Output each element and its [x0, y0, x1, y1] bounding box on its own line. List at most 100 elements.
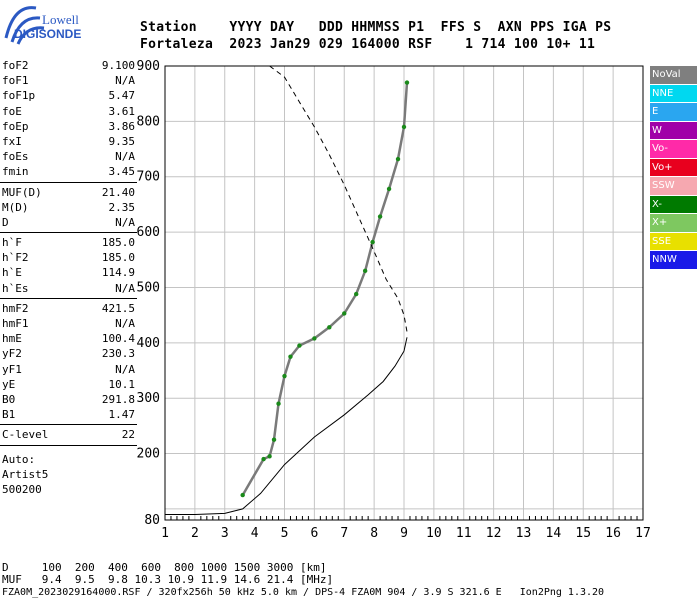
- y-tick-label: 400: [137, 336, 160, 351]
- legend-item: X+: [650, 214, 697, 232]
- param-name: fxI: [2, 134, 22, 148]
- auto-program: Artist5: [2, 467, 49, 481]
- param-row: fxI 9.35: [0, 134, 137, 149]
- param-name: B1: [2, 408, 16, 422]
- param-value: N/A: [115, 74, 135, 88]
- x-tick-label: 8: [370, 526, 378, 541]
- param-value: 3.45: [108, 165, 136, 179]
- legend-item: SSE: [650, 232, 697, 250]
- param-name: MUF(D): [2, 185, 42, 199]
- param-row: h`F2 185.0: [0, 250, 137, 265]
- param-row: h`Es N/A: [0, 281, 137, 296]
- echo-point: [401, 124, 407, 130]
- param-value: 10.1: [108, 377, 136, 391]
- x-tick-label: 10: [426, 526, 442, 541]
- x-tick-label: 5: [281, 526, 289, 541]
- param-row: fmin 3.45: [0, 164, 137, 179]
- header-labels: Station YYYY DAY DDD HHMMSS P1 FFS S AXN…: [140, 20, 612, 35]
- param-value: N/A: [115, 362, 135, 376]
- legend-item: X-: [650, 195, 697, 213]
- param-name: M(D): [2, 200, 29, 214]
- param-name: foF2: [2, 59, 29, 72]
- echo-point: [282, 373, 287, 379]
- param-row: yF1 N/A: [0, 362, 137, 377]
- divider: [0, 232, 137, 234]
- legend-item: NNE: [650, 84, 697, 102]
- param-group-confidence: C-level 22: [0, 427, 137, 442]
- x-tick-label: 13: [516, 526, 532, 541]
- param-name: h`F: [2, 236, 22, 250]
- echo-point: [240, 492, 245, 498]
- autoscaling-info: Auto: Artist5 500200: [0, 452, 137, 497]
- param-name: yE: [2, 377, 16, 391]
- param-row: hmF1 N/A: [0, 316, 137, 331]
- legend-item: SSW: [650, 177, 697, 195]
- footer-file-info: FZA0M_2023029164000.RSF / 320fx256h 50 k…: [2, 587, 605, 598]
- echo-point: [261, 456, 266, 462]
- param-value: 230.3: [101, 347, 135, 361]
- x-tick-label: 7: [340, 526, 348, 541]
- param-row: h`F 185.0: [0, 235, 137, 250]
- param-name: fmin: [2, 165, 29, 179]
- param-value: 22: [121, 428, 135, 442]
- x-tick-label: 1: [161, 526, 169, 541]
- param-group-virtual-heights: h`F 185.0 h`F2 185.0 h`E 114.9 h`Es N/A: [0, 235, 137, 296]
- param-name: D: [2, 215, 9, 229]
- param-value: 291.8: [101, 392, 135, 406]
- param-value: 421.5: [101, 301, 135, 315]
- param-row: foF2 9.100: [0, 58, 137, 73]
- param-value: 114.9: [101, 266, 135, 280]
- logo-line2: DIGISONDE: [14, 27, 81, 41]
- x-tick-label: 9: [400, 526, 408, 541]
- echo-point: [276, 401, 281, 406]
- auto-version: 500200: [2, 482, 42, 496]
- param-value: 3.86: [108, 119, 136, 133]
- curve-echo-trace: [241, 82, 409, 496]
- x-tick-label: 4: [251, 526, 259, 541]
- param-value: 21.40: [101, 185, 135, 199]
- header-values: Fortaleza 2023 Jan29 029 164000 RSF 1 71…: [140, 37, 596, 52]
- param-row: M(D) 2.35: [0, 200, 137, 215]
- y-tick-label: 80: [144, 513, 160, 528]
- x-tick-label: 15: [575, 526, 591, 541]
- echo-point: [327, 325, 332, 330]
- param-row: foE 3.61: [0, 104, 137, 119]
- logo-mark-icon: [4, 6, 45, 45]
- param-value: 9.100: [101, 59, 135, 72]
- param-row: C-level 22: [0, 427, 137, 442]
- param-name: h`E: [2, 266, 22, 280]
- param-value: 3.61: [108, 104, 136, 118]
- param-value: 5.47: [108, 89, 136, 103]
- param-value: N/A: [115, 317, 135, 330]
- param-row: yE 10.1: [0, 377, 137, 392]
- param-name: h`Es: [2, 281, 29, 295]
- param-group-profile: hmF2 421.5 hmF1 N/A hmE 100.4 yF2 230.3 yF1 N/A yE…: [0, 301, 137, 423]
- param-name: yF2: [2, 347, 22, 361]
- param-value: N/A: [115, 281, 135, 295]
- scaled-parameters-panel: foF2 9.100 foF1 N/A foF1p 5.47 foE 3.61 foEp 3.86…: [0, 58, 137, 497]
- echo-point: [370, 239, 375, 245]
- param-name: C-level: [2, 428, 49, 442]
- y-tick-label: 700: [137, 170, 160, 185]
- x-tick-label: 14: [546, 526, 562, 541]
- param-row: foF1 N/A: [0, 73, 137, 88]
- divider: [0, 297, 137, 299]
- param-name: foE: [2, 104, 22, 118]
- param-row: D N/A: [0, 215, 137, 230]
- param-row: B1 1.47: [0, 407, 137, 422]
- echo-point: [354, 291, 359, 297]
- legend-item: Vo-: [650, 140, 697, 158]
- footer-muf-row: MUF 9.4 9.5 9.8 10.3 10.9 11.9 14.6 21.4…: [2, 573, 334, 586]
- param-group-critical-frequencies: foF2 9.100 foF1 N/A foF1p 5.47 foE 3.61 foEp 3.86…: [0, 58, 137, 180]
- param-name: foEp: [2, 119, 29, 133]
- param-name: yF1: [2, 362, 22, 376]
- param-row: foEp 3.86: [0, 119, 137, 134]
- param-value: 2.35: [108, 200, 136, 214]
- param-row: h`E 114.9: [0, 265, 137, 280]
- x-tick-label: 12: [486, 526, 502, 541]
- echo-point: [342, 311, 347, 316]
- legend-item: W: [650, 121, 697, 139]
- param-row: B0 291.8: [0, 392, 137, 407]
- echo-point: [386, 186, 392, 192]
- y-tick-label: 900: [137, 59, 160, 74]
